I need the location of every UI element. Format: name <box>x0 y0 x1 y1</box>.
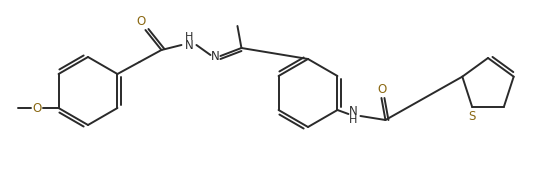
Text: S: S <box>469 110 476 123</box>
Text: H: H <box>349 115 358 125</box>
Text: N: N <box>185 39 194 52</box>
Text: O: O <box>378 83 387 96</box>
Text: N: N <box>211 49 220 62</box>
Text: H: H <box>185 32 194 42</box>
Text: O: O <box>32 101 41 114</box>
Text: N: N <box>349 104 358 117</box>
Text: O: O <box>137 15 146 28</box>
